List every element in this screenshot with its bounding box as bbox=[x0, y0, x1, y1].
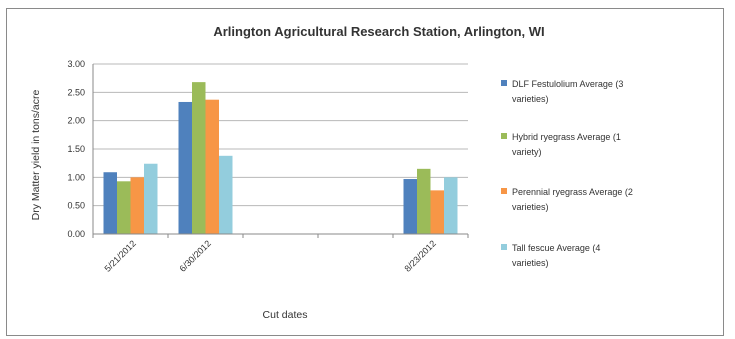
chart: Arlington Agricultural Research Station,… bbox=[30, 24, 633, 321]
bar bbox=[130, 177, 144, 234]
legend-swatch bbox=[501, 80, 507, 86]
bar bbox=[178, 101, 192, 234]
chart-title: Arlington Agricultural Research Station,… bbox=[213, 24, 544, 39]
legend-swatch bbox=[501, 188, 507, 194]
legend-label: Tall fescue Average (4 varieties) bbox=[512, 243, 600, 268]
y-axis-title: Dry Matter yield in tons/acre bbox=[30, 89, 42, 220]
y-tick-labels: 0.00 0.50 1.00 1.50 2.00 2.50 3.00 bbox=[67, 59, 85, 239]
y-tick-label: 2.00 bbox=[67, 116, 85, 126]
bars bbox=[103, 82, 458, 234]
bar bbox=[144, 163, 158, 234]
bar bbox=[403, 179, 417, 234]
bar bbox=[430, 190, 444, 234]
chart-frame: Arlington Agricultural Research Station,… bbox=[6, 8, 724, 336]
y-tick-label: 3.00 bbox=[67, 59, 85, 69]
legend-label: DLF Festulolium Average (3 varieties) bbox=[512, 79, 623, 104]
y-tick-label: 0.50 bbox=[67, 201, 85, 211]
y-tick-label: 0.00 bbox=[67, 229, 85, 239]
axes bbox=[92, 64, 469, 238]
legend-swatch bbox=[501, 133, 507, 139]
bar bbox=[192, 82, 206, 234]
bar bbox=[103, 172, 117, 234]
legend-label: Hybrid ryegrass Average (1 variety) bbox=[512, 132, 621, 157]
x-tick-labels: 5/21/2012 6/30/2012 8/23/2012 bbox=[103, 238, 438, 273]
x-tick-label: 6/30/2012 bbox=[178, 238, 213, 273]
x-axis-title: Cut dates bbox=[263, 309, 308, 321]
y-tick-label: 1.50 bbox=[67, 144, 85, 154]
x-tick-label: 5/21/2012 bbox=[103, 238, 138, 273]
bar bbox=[417, 168, 431, 234]
bar bbox=[205, 99, 219, 234]
bar bbox=[117, 181, 131, 234]
y-tick-label: 1.00 bbox=[67, 172, 85, 182]
legend: DLF Festulolium Average (3 varieties) Hybr… bbox=[501, 79, 633, 268]
x-tick-label: 8/23/2012 bbox=[403, 238, 438, 273]
bar bbox=[219, 155, 233, 234]
bar bbox=[444, 177, 458, 234]
y-tick-label: 2.50 bbox=[67, 87, 85, 97]
legend-swatch bbox=[501, 244, 507, 250]
legend-label: Perennial ryegrass Average (2 varieties) bbox=[512, 187, 633, 212]
